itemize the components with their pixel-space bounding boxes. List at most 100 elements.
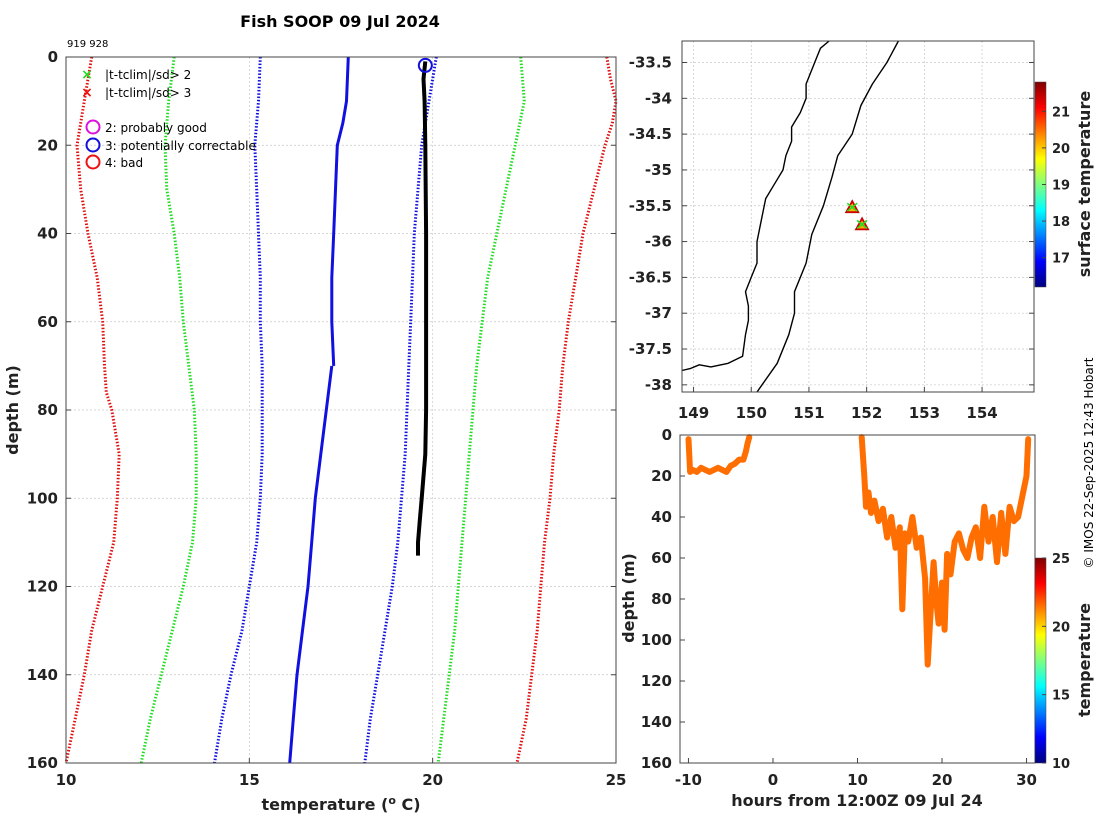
x-tick-label: 15 — [239, 771, 260, 789]
x-tick-label: 10 — [847, 771, 868, 789]
y-tick-label: -36.5 — [629, 268, 672, 286]
series-line — [416, 61, 429, 556]
legend: × |t-tclim|/sd> 2 × |t-tclim|/sd> 3 2: p… — [81, 67, 256, 170]
map-grid — [682, 41, 1034, 392]
x-tick-label: 30 — [1016, 771, 1037, 789]
legend-circle-magenta-icon — [85, 119, 101, 135]
y-tick-label: 60 — [651, 549, 672, 567]
y-tick-label: 40 — [37, 225, 58, 243]
y-tick-label: -37 — [645, 304, 672, 322]
series-line — [363, 56, 438, 764]
x-tick-label: 154 — [966, 404, 997, 422]
temperature-colorbar-label: temperature — [1075, 603, 1094, 717]
temperature-colorbar-ticks: 10 15 20 25 — [1042, 552, 1070, 772]
legend-circle-blue-icon — [85, 137, 101, 153]
x-tick-label: 10 — [56, 771, 77, 789]
legend-item-sd2: × |t-tclim|/sd> 2 — [81, 67, 191, 83]
coastline — [681, 40, 830, 372]
y-tick-label: 80 — [651, 590, 672, 608]
legend-label: |t-tclim|/sd> 2 — [105, 68, 191, 82]
station-flag-mark — [846, 202, 858, 212]
legend-item-flag2: 2: probably good — [85, 119, 207, 135]
figure-title: Fish SOOP 09 Jul 2024 — [240, 12, 440, 31]
credit-text: © IMOS 22-Sep-2025 12:43 Hobart — [1082, 357, 1096, 568]
y-tick-label: 100 — [27, 489, 58, 507]
y-tick-label: -37.5 — [629, 340, 672, 358]
x-tick-label: 151 — [793, 404, 824, 422]
y-tick-label: 80 — [37, 401, 58, 419]
depth-time-ylabel: depth (m) — [619, 553, 638, 643]
x-tick-label: 0 — [768, 771, 778, 789]
profile-xlabel: temperature (o C) — [261, 794, 420, 815]
colorbar-tick-label: 20 — [1052, 142, 1070, 157]
x-tick-label: 149 — [678, 404, 709, 422]
shelf-contour — [756, 40, 900, 393]
colorbar-tick-label: 10 — [1052, 757, 1070, 772]
colorbar-tick-label: 19 — [1052, 179, 1070, 194]
legend-label: 4: bad — [105, 156, 143, 170]
flag-marker — [417, 57, 433, 73]
y-tick-label: 0 — [48, 48, 58, 66]
profile-id-label: 919 928 — [67, 39, 108, 50]
y-tick-label: -35.5 — [629, 197, 672, 215]
depth-time-xlabel: hours from 12:00Z 09 Jul 24 — [731, 791, 982, 810]
colorbar-tick-label: 17 — [1052, 252, 1070, 267]
series-line — [64, 56, 121, 764]
profile-series — [64, 56, 618, 764]
x-tick-label: 153 — [909, 404, 940, 422]
y-tick-label: -38 — [645, 376, 672, 394]
profile-panel: 10 15 20 25 0 20 40 60 80 100 120 140 160 temperatur… — [3, 48, 626, 814]
y-tick-label: 120 — [641, 672, 672, 690]
surface-colorbar-label: surface temperature — [1075, 91, 1094, 278]
y-tick-label: 20 — [37, 136, 58, 154]
x-tick-label: 20 — [422, 771, 443, 789]
y-tick-label: -34 — [645, 89, 672, 107]
depth-time-ticks: -10 0 10 20 30 0 20 40 60 80 100 120 140 160 — [641, 426, 1037, 789]
x-tick-label: -10 — [675, 771, 702, 789]
legend-label: 3: potentially correctable — [105, 139, 256, 153]
track-line — [685, 434, 753, 475]
x-tick-label: 25 — [606, 771, 627, 789]
legend-item-sd3: × |t-tclim|/sd> 3 — [81, 85, 191, 101]
temperature-colorbar — [1034, 557, 1047, 764]
station-flag-mark — [856, 219, 868, 230]
y-tick-label: 140 — [27, 666, 58, 684]
x-tick-label: 150 — [736, 404, 767, 422]
depth-time-plot-frame — [679, 434, 1036, 764]
colorbar-tick-label: 18 — [1052, 215, 1070, 230]
legend-x-red-icon: × — [81, 85, 93, 101]
series-line — [515, 56, 618, 764]
surface-colorbar-ticks: 17 18 19 20 21 — [1042, 105, 1070, 267]
y-tick-label: 120 — [27, 578, 58, 596]
profile-ylabel: depth (m) — [3, 365, 22, 455]
map-points — [844, 199, 870, 231]
legend-x-green-icon: × — [81, 67, 93, 83]
colorbar-tick-label: 20 — [1052, 620, 1070, 635]
legend-label: 2: probably good — [105, 121, 207, 135]
y-tick-label: -33.5 — [629, 53, 672, 71]
y-tick-label: 100 — [641, 631, 672, 649]
map-plot-frame — [681, 40, 1035, 393]
y-tick-label: 60 — [37, 313, 58, 331]
legend-circle-red-icon — [85, 154, 101, 170]
map-lines — [681, 40, 900, 393]
x-tick-label: 152 — [851, 404, 882, 422]
y-tick-label: 0 — [662, 426, 672, 444]
colorbar-tick-label: 21 — [1052, 105, 1070, 120]
profile-ticks: 10 15 20 25 0 20 40 60 80 100 120 140 160 — [27, 48, 627, 789]
track-line — [858, 434, 1032, 668]
y-tick-label: 20 — [651, 467, 672, 485]
x-tick-label: 20 — [932, 771, 953, 789]
colorbar-tick-label: 25 — [1052, 552, 1070, 567]
legend-item-flag4: 4: bad — [85, 154, 143, 170]
series-line — [330, 56, 350, 366]
legend-item-flag3: 3: potentially correctable — [85, 137, 256, 153]
series-line — [213, 56, 264, 764]
y-tick-label: 40 — [651, 508, 672, 526]
y-tick-label: 160 — [27, 754, 58, 772]
y-tick-label: -36 — [645, 233, 672, 251]
y-tick-label: -35 — [645, 161, 672, 179]
depth-time-track — [685, 434, 1032, 668]
depth-time-panel: -10 0 10 20 30 0 20 40 60 80 100 120 140 160 hours fr… — [619, 426, 1094, 810]
